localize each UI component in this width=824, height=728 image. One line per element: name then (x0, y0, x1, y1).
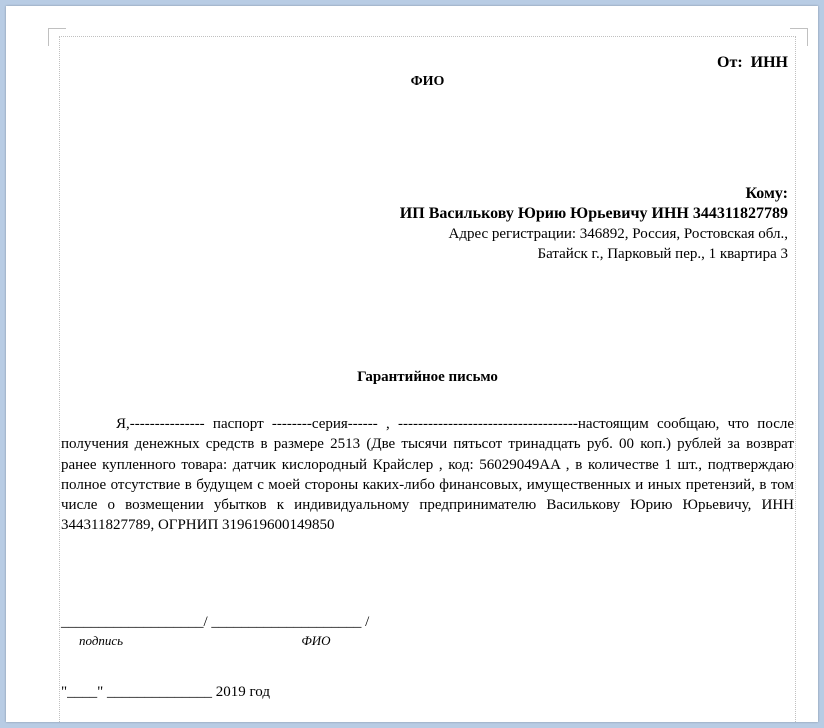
from-value: ИНН (751, 54, 788, 71)
signature-label-fio: ФИО (301, 633, 330, 649)
header-fio-center: ФИО (59, 74, 796, 90)
document-content: От: ИНН ФИО Кому: ИП Василькову Юрию Юрь… (59, 36, 796, 722)
header-to-label: Кому: (59, 185, 796, 203)
signature-labels: подпись ФИО (61, 633, 796, 649)
signature-label-podpis: подпись (79, 633, 123, 649)
header-address-line2: Батайск г., Парковый пер., 1 квартира 3 (59, 245, 796, 265)
document-title: Гарантийное письмо (59, 369, 796, 386)
from-label: От: (717, 54, 743, 71)
date-line: "____" ______________ 2019 год (59, 684, 796, 701)
signature-block: ___________________/ ___________________… (59, 614, 796, 649)
header-from: От: ИНН (59, 54, 796, 72)
signature-line: ___________________/ ___________________… (61, 614, 796, 631)
page-container: От: ИНН ФИО Кому: ИП Василькову Юрию Юрь… (6, 6, 818, 722)
body-text: Я,--------------- паспорт --------серия-… (61, 416, 794, 533)
header-address-line1: Адрес регистрации: 346892, Россия, Росто… (59, 225, 796, 245)
document-body: Я,--------------- паспорт --------серия-… (59, 414, 796, 536)
header-recipient: ИП Василькову Юрию Юрьевичу ИНН 34431182… (59, 205, 796, 223)
